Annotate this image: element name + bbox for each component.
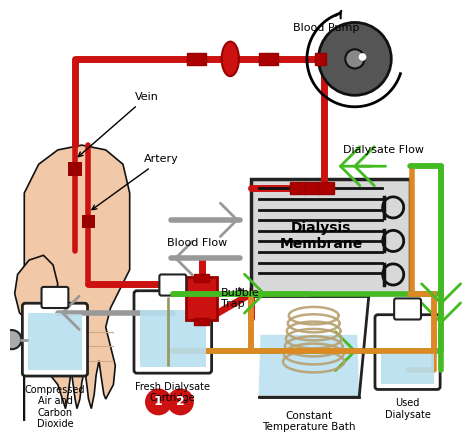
Bar	[381, 353, 434, 384]
Circle shape	[319, 22, 391, 95]
Circle shape	[2, 330, 21, 349]
Polygon shape	[24, 145, 130, 423]
Circle shape	[359, 53, 366, 61]
Bar	[259, 53, 278, 65]
Text: 1: 1	[154, 396, 163, 408]
Text: Blood Pump: Blood Pump	[292, 23, 359, 33]
Bar	[68, 162, 82, 176]
Text: Vein: Vein	[78, 92, 158, 157]
Polygon shape	[258, 335, 359, 395]
FancyBboxPatch shape	[42, 287, 68, 308]
Text: Constant
Temperature Bath: Constant Temperature Bath	[262, 410, 356, 432]
Text: Used
Dialysate: Used Dialysate	[384, 398, 430, 420]
FancyBboxPatch shape	[394, 298, 421, 319]
Bar	[194, 275, 209, 282]
Bar	[187, 53, 206, 65]
Bar	[140, 310, 206, 367]
Text: Dialysis
Membrane: Dialysis Membrane	[280, 221, 363, 251]
Bar	[28, 313, 82, 370]
Bar	[290, 183, 305, 194]
FancyBboxPatch shape	[159, 275, 186, 296]
Text: 2: 2	[176, 396, 185, 408]
Bar	[315, 53, 326, 65]
Circle shape	[167, 389, 194, 415]
Text: Bubble
Trap: Bubble Trap	[221, 288, 259, 309]
Polygon shape	[15, 255, 58, 327]
Circle shape	[145, 389, 172, 415]
Ellipse shape	[222, 42, 239, 76]
Text: Blood Flow: Blood Flow	[167, 238, 227, 248]
Bar	[304, 183, 319, 194]
Bar	[82, 215, 95, 229]
FancyBboxPatch shape	[375, 315, 440, 389]
FancyBboxPatch shape	[134, 291, 211, 373]
Text: Fresh Dialysate
Cartridge: Fresh Dialysate Cartridge	[135, 382, 210, 403]
Bar	[251, 179, 410, 293]
Text: Artery: Artery	[92, 155, 179, 210]
Circle shape	[345, 49, 365, 68]
FancyBboxPatch shape	[22, 303, 88, 376]
Bar	[194, 318, 209, 325]
Text: Compressed
Air and
Carbon
Dioxide: Compressed Air and Carbon Dioxide	[25, 385, 85, 430]
Bar	[186, 277, 217, 321]
Text: Dialysate Flow: Dialysate Flow	[343, 145, 424, 155]
Bar	[319, 183, 334, 194]
